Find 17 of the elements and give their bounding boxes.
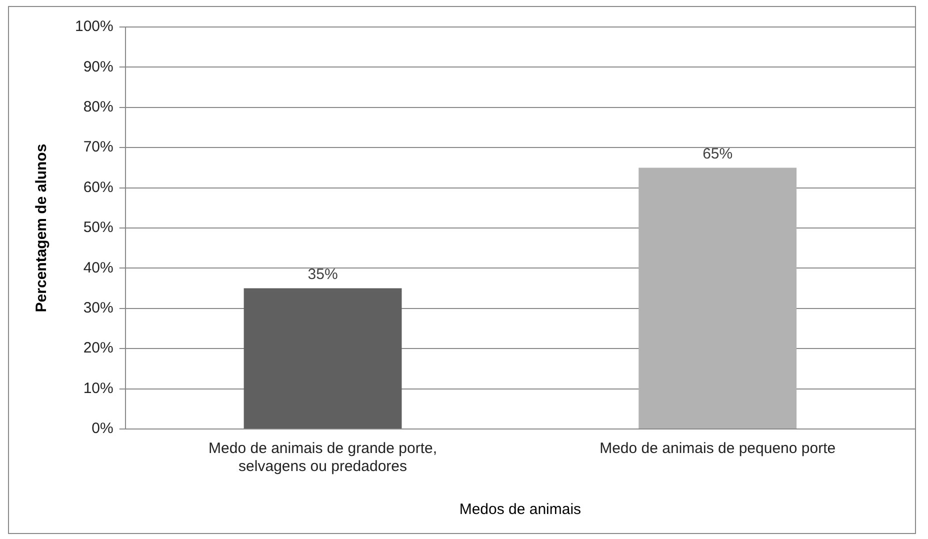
data-label: 35% (308, 266, 338, 283)
y-axis-title: Percentagem de alunos (33, 144, 50, 312)
y-tick-label: 100% (74, 18, 114, 36)
y-tick-label: 70% (83, 138, 114, 156)
y-tick-label: 60% (83, 178, 114, 196)
x-tick-label: Medo de animais de grande porte, selvagens ou predadores (208, 440, 438, 476)
y-tick-label: 20% (83, 340, 114, 357)
y-tick-label: 0% (92, 420, 114, 438)
y-tick-label: 50% (83, 219, 114, 236)
y-tick-label: 30% (83, 300, 114, 317)
data-label: 65% (702, 145, 733, 162)
y-tick-label: 90% (83, 58, 114, 76)
y-tick-label: 40% (83, 259, 114, 276)
x-axis-title: Medos de animais (459, 501, 582, 518)
y-tick-label: 10% (83, 380, 114, 397)
x-tick-label: Medo de animais de pequeno porte (600, 440, 836, 458)
y-tick-label: 80% (83, 98, 114, 116)
